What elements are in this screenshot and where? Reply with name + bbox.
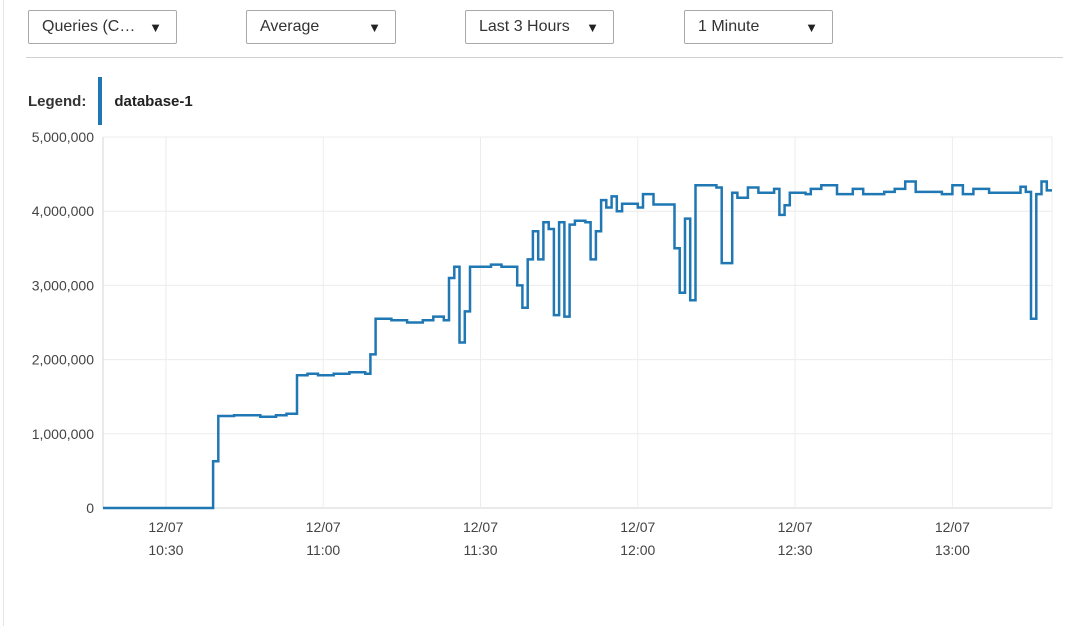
x-tick-time-label: 12:30	[778, 542, 813, 558]
period-dropdown[interactable]: 1 Minute ▼	[684, 10, 833, 44]
y-tick-label: 1,000,000	[32, 426, 94, 442]
legend-swatch	[98, 77, 103, 125]
time-range-dropdown-label: Last 3 Hours	[479, 18, 570, 35]
legend-label: Legend:	[28, 92, 87, 110]
caret-down-icon: ▼	[149, 19, 162, 35]
y-tick-label: 5,000,000	[32, 129, 94, 145]
toolbar-divider	[26, 57, 1063, 58]
x-tick-date-label: 12/07	[778, 519, 813, 535]
metric-dropdown-label: Queries (C…	[42, 18, 136, 35]
y-tick-label: 0	[86, 500, 94, 516]
y-tick-label: 2,000,000	[32, 352, 94, 368]
period-dropdown-label: 1 Minute	[698, 18, 760, 35]
x-tick-time-label: 10:30	[148, 542, 183, 558]
left-border	[3, 0, 4, 626]
x-tick-time-label: 13:00	[935, 542, 970, 558]
graph-toolbar: Queries (C… ▼ Average ▼ Last 3 Hours ▼ 1…	[0, 0, 1077, 58]
x-tick-date-label: 12/07	[935, 519, 970, 535]
y-tick-label: 4,000,000	[32, 203, 94, 219]
metric-dropdown[interactable]: Queries (C… ▼	[28, 10, 177, 44]
statistic-dropdown[interactable]: Average ▼	[246, 10, 396, 44]
caret-down-icon: ▼	[805, 19, 818, 35]
time-range-dropdown[interactable]: Last 3 Hours ▼	[465, 10, 614, 44]
x-tick-time-label: 11:30	[464, 542, 498, 558]
x-tick-time-label: 11:00	[306, 542, 340, 558]
metric-chart: 0 1,000,000 2,000,000 3,000,000 4,000,000 5,0…	[32, 129, 1053, 558]
x-tick-date-label: 12/07	[620, 519, 655, 535]
x-tick-time-label: 12:00	[620, 542, 655, 558]
chart-axes: 0 1,000,000 2,000,000 3,000,000 4,000,000 5,0…	[32, 129, 970, 558]
legend: Legend: database-1	[28, 77, 193, 125]
series-line-database-1[interactable]	[103, 180, 1052, 510]
x-tick-date-label: 12/07	[148, 519, 183, 535]
caret-down-icon: ▼	[368, 19, 381, 35]
legend-item-database-1[interactable]: database-1	[114, 92, 193, 110]
y-tick-label: 3,000,000	[32, 277, 94, 293]
x-tick-date-label: 12/07	[463, 519, 498, 535]
chart-series	[103, 180, 1052, 510]
caret-down-icon: ▼	[586, 19, 599, 35]
chart-grid	[102, 136, 1053, 509]
x-tick-date-label: 12/07	[306, 519, 341, 535]
statistic-dropdown-label: Average	[260, 18, 320, 35]
